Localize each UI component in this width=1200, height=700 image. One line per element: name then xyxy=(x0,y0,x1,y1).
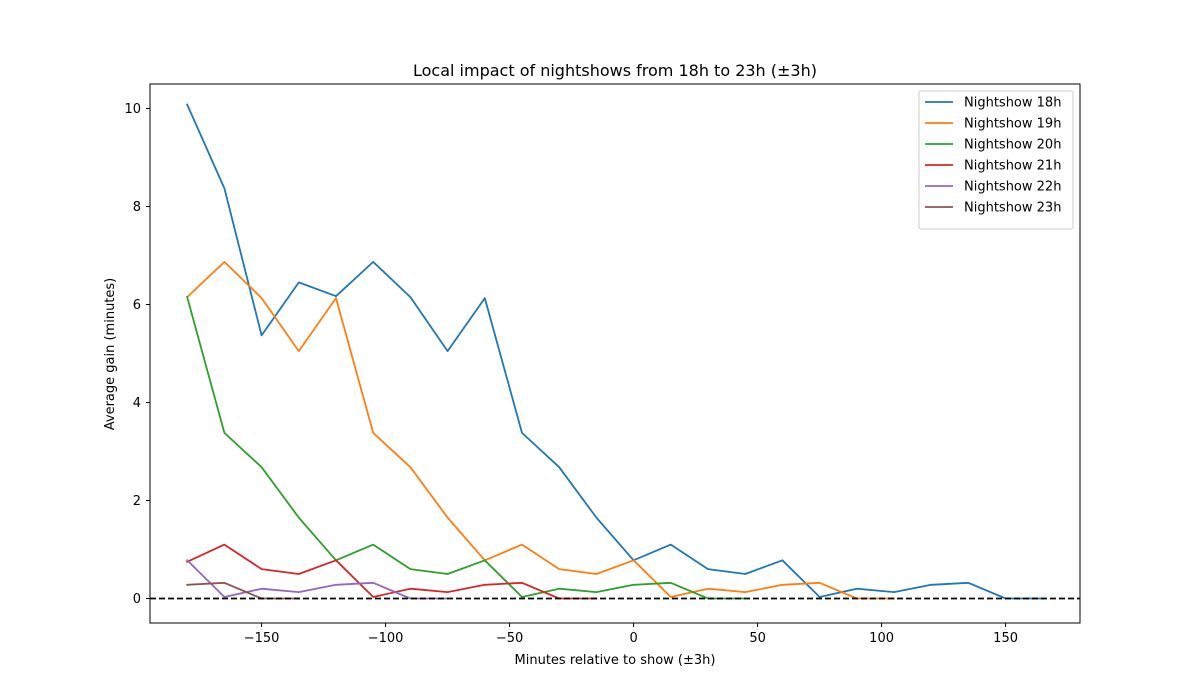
x-tick-label: −150 xyxy=(244,631,280,646)
legend-label-6: Nightshow 23h xyxy=(964,201,1061,216)
axes-frame xyxy=(149,83,1081,624)
x-axis-label: Minutes relative to show (±3h) xyxy=(515,653,716,668)
series-line-4 xyxy=(186,543,598,600)
chart-title: Local impact of nightshows from 18h to 2… xyxy=(413,61,817,80)
x-tick-label: 150 xyxy=(993,631,1018,646)
legend-label-5: Nightshow 22h xyxy=(964,180,1061,195)
plot-area xyxy=(150,103,1080,600)
legend-label-1: Nightshow 18h xyxy=(964,96,1061,111)
legend: Nightshow 18h Nightshow 19h Nightshow 20h N… xyxy=(918,90,1074,230)
axis-ticks: −150 −100 −50 0 50 100 150 0 2 4 6 8 10 xyxy=(124,102,1018,646)
series-line-5 xyxy=(185,559,449,600)
y-tick-label: 6 xyxy=(133,298,141,313)
x-tick-label: 100 xyxy=(869,631,894,646)
y-tick-label: 2 xyxy=(133,494,141,509)
y-axis-label: Average gain (minutes) xyxy=(103,278,118,430)
series-line-2 xyxy=(185,260,895,600)
legend-label-4: Nightshow 21h xyxy=(964,159,1061,174)
legend-label-3: Nightshow 20h xyxy=(964,138,1061,153)
y-tick-label: 4 xyxy=(133,396,141,411)
y-tick-label: 0 xyxy=(133,592,141,607)
x-tick-label: −100 xyxy=(368,631,404,646)
x-tick-label: 0 xyxy=(629,631,637,646)
series-line-3 xyxy=(186,295,747,600)
legend-label-2: Nightshow 19h xyxy=(964,117,1061,132)
y-tick-label: 10 xyxy=(124,102,141,117)
x-tick-label: −50 xyxy=(496,631,523,646)
x-tick-label: 50 xyxy=(749,631,766,646)
y-tick-label: 8 xyxy=(133,200,141,215)
series-line-1 xyxy=(186,103,1044,600)
legend-box xyxy=(918,90,1074,230)
